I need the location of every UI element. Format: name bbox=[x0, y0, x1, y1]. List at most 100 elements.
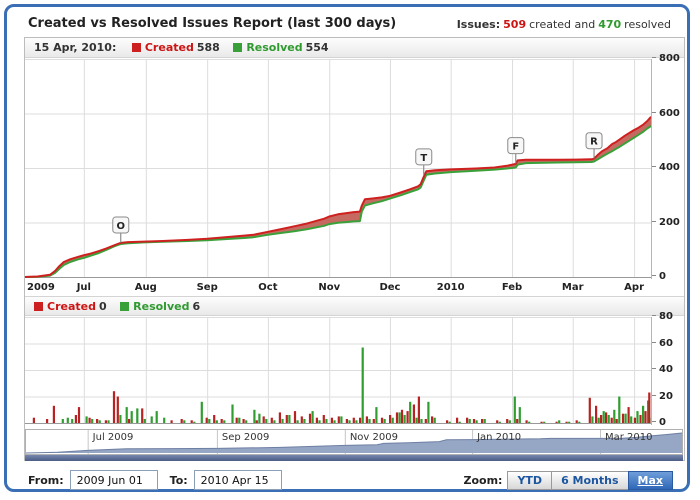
created-legend-label[interactable]: Created bbox=[47, 300, 96, 313]
created-bar bbox=[595, 405, 598, 423]
x-tick-label: Mar bbox=[561, 282, 584, 293]
resolved-bar bbox=[273, 420, 276, 423]
resolved-bar bbox=[433, 417, 436, 423]
to-date-input[interactable] bbox=[193, 470, 282, 490]
daily-chart-yaxis: 0 20 40 60 80 bbox=[652, 311, 683, 429]
resolved-bar bbox=[340, 416, 343, 423]
created-swatch-icon bbox=[131, 43, 141, 52]
created-bar bbox=[112, 391, 116, 423]
x-tick-label: Aug bbox=[134, 282, 157, 293]
flag-F[interactable]: F bbox=[507, 137, 525, 164]
created-bar bbox=[285, 415, 288, 423]
resolved-bar bbox=[398, 412, 401, 423]
created-legend-value: 588 bbox=[196, 41, 220, 54]
resolved-bar bbox=[528, 421, 531, 423]
resolved-bar bbox=[125, 407, 128, 423]
resolved-bar bbox=[245, 420, 248, 423]
resolved-bar bbox=[348, 420, 351, 423]
flag-O[interactable]: O bbox=[112, 216, 130, 243]
resolved-bar bbox=[61, 419, 64, 423]
main-chart-xaxis: 2009 Jul Aug Sep Oct Nov Dec 2010 Feb Mar Apr bbox=[25, 279, 652, 296]
resolved-bar bbox=[143, 419, 146, 423]
resolved-bar bbox=[630, 416, 633, 423]
resolved-bar bbox=[498, 421, 501, 423]
resolved-bar bbox=[238, 417, 241, 423]
flag-T[interactable]: T bbox=[415, 148, 433, 175]
resolved-bar bbox=[591, 416, 594, 423]
resolved-bar bbox=[311, 411, 314, 423]
created-bar bbox=[365, 416, 368, 423]
zoom-ytd-button[interactable]: YTD bbox=[507, 470, 553, 490]
daily-chart-plot[interactable] bbox=[25, 317, 652, 425]
resolved-bar bbox=[231, 404, 234, 423]
navigator-scrollbar[interactable] bbox=[25, 455, 683, 461]
resolved-bar bbox=[253, 409, 256, 424]
resolved-bar bbox=[98, 420, 101, 423]
resolved-bar bbox=[303, 419, 306, 423]
main-chart-plot[interactable]: O T F R bbox=[25, 59, 652, 279]
created-bar bbox=[627, 407, 630, 423]
resolved-bar bbox=[355, 420, 358, 423]
x-tick-label: 2009 bbox=[27, 282, 55, 293]
zoom-6months-button[interactable]: 6 Months bbox=[551, 470, 629, 490]
navigator[interactable]: Jul 2009 Sep 2009 Nov 2009 Jan 2010 Mar 2010 bbox=[25, 429, 683, 455]
resolved-bar bbox=[427, 401, 430, 423]
created-bar bbox=[506, 419, 509, 423]
resolved-bar bbox=[119, 415, 122, 423]
resolved-bar bbox=[258, 413, 261, 423]
from-date-input[interactable] bbox=[69, 470, 158, 490]
created-bar bbox=[380, 417, 384, 423]
footer-controls: From: To: Zoom: YTD 6 Months Max bbox=[28, 468, 673, 492]
daily-chart-svg bbox=[25, 317, 651, 424]
resolved-bar bbox=[200, 401, 203, 423]
created-bar bbox=[516, 419, 519, 423]
created-bar bbox=[96, 419, 99, 423]
resolved-bar bbox=[333, 420, 336, 423]
created-bar bbox=[220, 419, 223, 423]
x-tick-label: Jul bbox=[76, 282, 91, 293]
y-tick-label: 0 bbox=[652, 271, 666, 283]
resolved-bar bbox=[361, 347, 364, 423]
navigator-area-outline bbox=[26, 432, 682, 454]
created-bar bbox=[588, 397, 591, 423]
resolved-legend-label[interactable]: Resolved bbox=[133, 300, 190, 313]
created-bar bbox=[345, 419, 348, 423]
resolved-bar bbox=[642, 405, 645, 423]
created-bar bbox=[481, 419, 484, 423]
created-line bbox=[25, 116, 651, 278]
created-bar bbox=[406, 411, 409, 423]
created-bar bbox=[300, 416, 303, 423]
resolved-bar bbox=[208, 419, 211, 423]
created-legend-label[interactable]: Created bbox=[144, 41, 194, 54]
resolved-bar bbox=[409, 401, 412, 423]
navigator-area bbox=[26, 433, 682, 453]
resolved-bar bbox=[613, 409, 616, 424]
main-chart-svg: O T F R bbox=[25, 59, 651, 278]
resolved-bar bbox=[281, 419, 284, 423]
resolved-legend-value: 6 bbox=[192, 300, 201, 313]
resolved-legend-label[interactable]: Resolved bbox=[246, 41, 303, 54]
resolved-bar bbox=[508, 420, 511, 423]
created-bar bbox=[639, 415, 642, 423]
flag-R[interactable]: R bbox=[585, 132, 603, 159]
created-bar bbox=[255, 420, 258, 423]
zoom-max-button[interactable]: Max bbox=[627, 470, 673, 490]
issues-label: Issues: bbox=[456, 18, 501, 31]
y-tick-label: 0 bbox=[652, 417, 666, 429]
created-bar bbox=[359, 417, 362, 423]
created-bar bbox=[395, 412, 399, 423]
created-bar bbox=[104, 420, 107, 423]
created-bar bbox=[262, 416, 265, 423]
created-resolved-band bbox=[25, 116, 651, 277]
created-bar bbox=[270, 417, 273, 423]
created-bar bbox=[116, 396, 119, 423]
y-tick-label: 400 bbox=[652, 162, 680, 174]
created-bar bbox=[615, 419, 618, 423]
resolved-bar bbox=[296, 420, 299, 423]
resolved-bar bbox=[288, 415, 291, 423]
created-bar bbox=[417, 396, 420, 423]
resolved-bar bbox=[391, 417, 394, 423]
resolved-bar bbox=[618, 396, 621, 423]
resolved-bar bbox=[193, 421, 196, 423]
